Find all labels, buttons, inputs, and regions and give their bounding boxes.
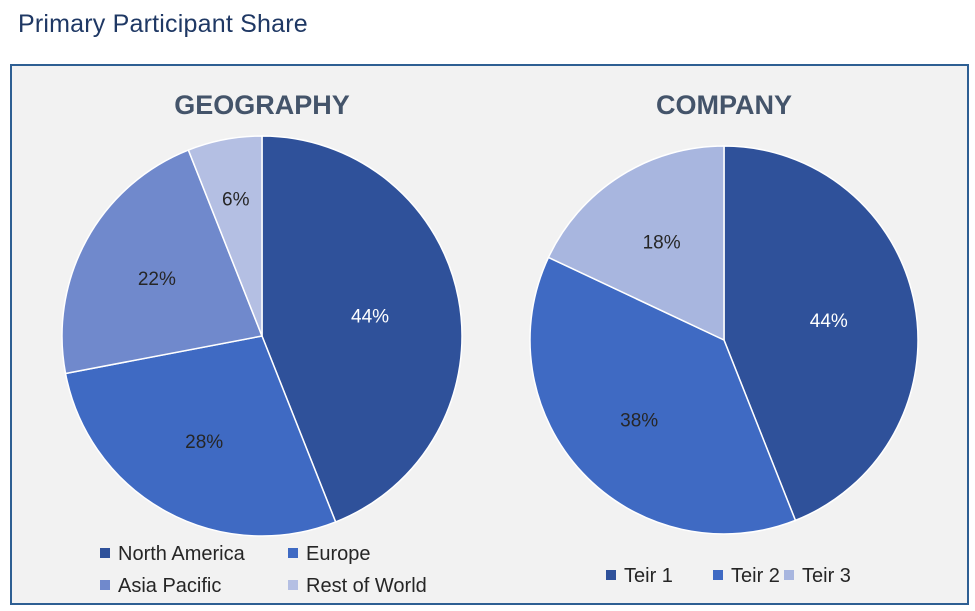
page-title: Primary Participant Share: [18, 10, 308, 38]
company-legend-item: Teir 1: [606, 565, 673, 588]
pie-charts: 44% 28% 22% 6% 44% 38% 18%: [61, 135, 919, 537]
company-data-label-0: 44%: [810, 311, 848, 332]
company-chart-title: COMPANY: [655, 90, 792, 120]
company-slice-teir-2: [529, 256, 797, 535]
company-legend-swatch: [784, 570, 794, 580]
geography-legend-item: North America: [100, 543, 245, 566]
geography-slice-europe: [64, 335, 337, 537]
geography-data-label-3: 6%: [222, 189, 250, 210]
company-legend-label: Teir 3: [802, 565, 851, 587]
geography-legend-item: Rest of World: [288, 575, 427, 598]
geography-chart-title: GEOGRAPHY: [174, 90, 350, 120]
company-legend-label: Teir 2: [731, 565, 780, 587]
geography-legend-swatch: [288, 548, 298, 558]
company-slice-teir-3: [547, 145, 725, 342]
geography-data-label-0: 44%: [351, 306, 389, 327]
geography-legend-swatch: [100, 580, 110, 590]
company-legend-item: Teir 3: [784, 565, 851, 588]
geography-slice-rest-of-world: [187, 135, 263, 337]
chart-frame: GEOGRAPHY COMPANY 44% 28% 22% 6% 44% 38% 18% N…: [10, 64, 969, 605]
company-legend-item: Teir 2: [713, 565, 780, 588]
geography-legend-item: Asia Pacific: [100, 575, 221, 598]
company-legend-swatch: [713, 570, 723, 580]
company-legend-label: Teir 1: [624, 565, 673, 587]
geography-data-label-2: 22%: [138, 269, 176, 290]
company-data-label-1: 38%: [620, 411, 658, 432]
geography-legend-label: North America: [118, 543, 245, 565]
geography-legend-label: Europe: [306, 543, 371, 565]
geography-slice-north-america: [261, 135, 463, 523]
geography-legend-label: Asia Pacific: [118, 575, 222, 597]
geography-legend-swatch: [288, 580, 298, 590]
geography-legend-item: Europe: [288, 543, 371, 566]
geography-legend-label: Rest of World: [306, 575, 427, 597]
company-data-label-2: 18%: [643, 233, 681, 254]
geography-slice-asia-pacific: [61, 149, 264, 375]
company-legend-swatch: [606, 570, 616, 580]
geography-data-label-1: 28%: [185, 432, 223, 453]
company-slice-teir-1: [723, 145, 919, 522]
geography-legend-swatch: [100, 548, 110, 558]
